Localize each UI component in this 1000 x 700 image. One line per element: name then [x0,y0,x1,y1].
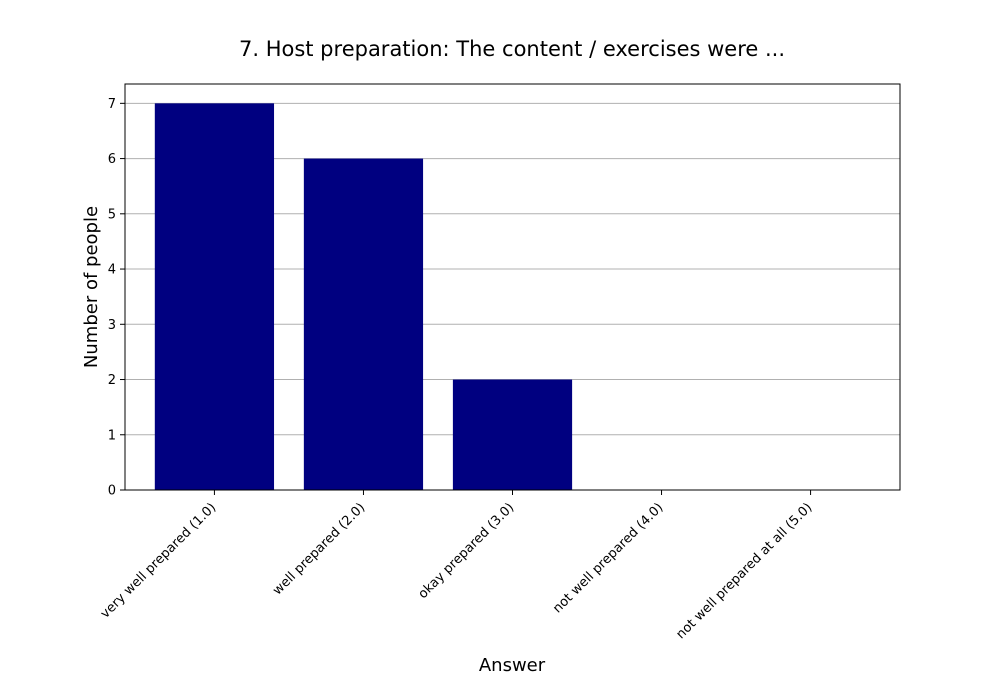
y-axis-ticks: 0 1 2 3 4 5 6 7 [108,97,125,499]
y-axis-title: Number of people [81,206,102,368]
y-tick-label: 0 [108,484,116,499]
x-tick-label: okay prepared (3.0) [416,500,518,602]
y-tick-label: 3 [108,318,116,333]
y-tick-label: 1 [108,428,116,443]
y-tick-label: 4 [108,263,116,278]
bars [154,103,573,491]
x-tick-label: very well prepared (1.0) [98,500,219,621]
y-tick-label: 2 [108,373,116,388]
x-axis-title: Answer [479,655,546,676]
chart-title: 7. Host preparation: The content / exerc… [239,37,785,61]
bar [303,158,424,491]
y-tick-label: 5 [108,207,116,222]
x-tick-label: not well prepared at all (5.0) [673,500,815,642]
bar [452,379,573,490]
x-axis-ticks: very well prepared (1.0) well prepared (2… [98,490,815,642]
x-tick-label: not well prepared (4.0) [550,500,666,616]
x-tick-label: well prepared (2.0) [270,500,368,598]
y-tick-label: 7 [108,97,116,112]
bar [154,103,275,490]
y-tick-label: 6 [108,152,116,167]
